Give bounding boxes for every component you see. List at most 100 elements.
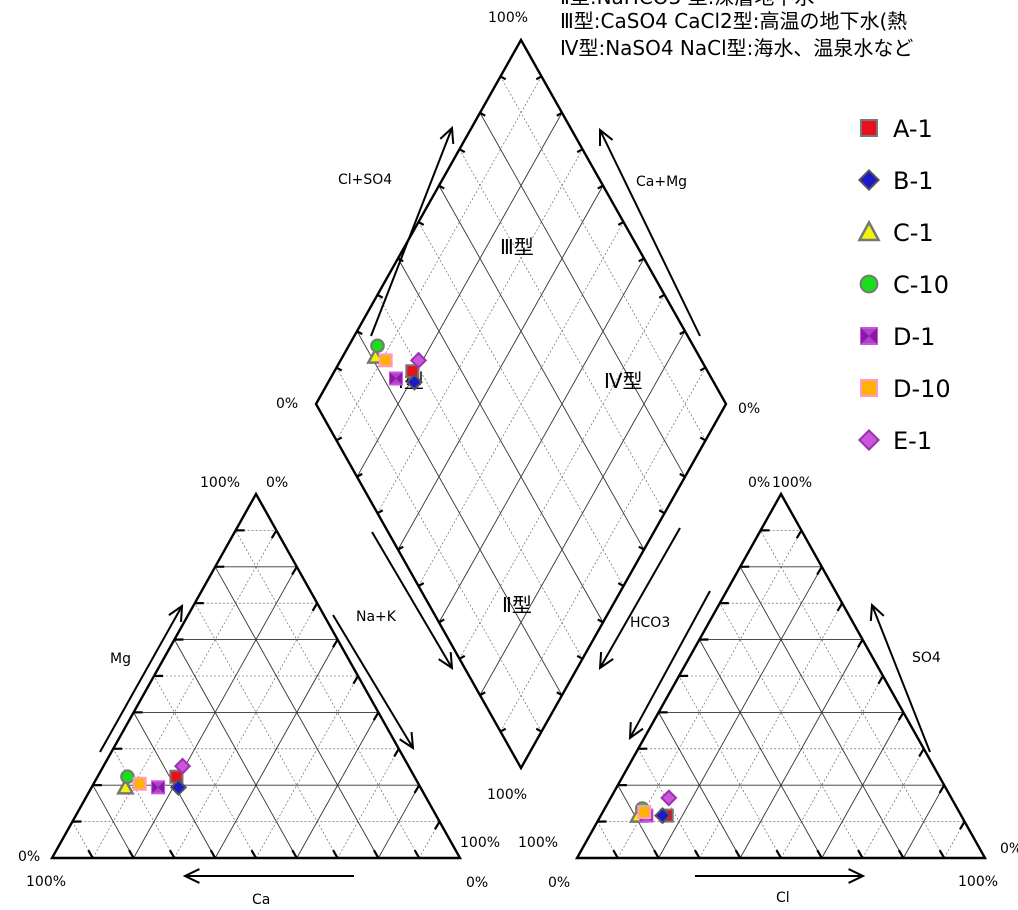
anion-tick	[857, 849, 864, 859]
legend-marker-e-1	[857, 428, 881, 452]
pct-anion-left-100: 100%	[518, 835, 558, 851]
cation-tick	[291, 566, 298, 576]
axis-arrows	[99, 125, 931, 884]
pct-cation-left-100: 100%	[26, 874, 66, 890]
pct-anion-apex-100: 100%	[772, 475, 812, 491]
legend-marker-c-1	[857, 219, 881, 242]
legend-label-d-10: D-10	[893, 375, 951, 403]
cation-tick	[128, 849, 135, 859]
pct-cation-apex-100: 100%	[200, 475, 240, 491]
diamond-grid-line	[418, 221, 624, 587]
cation-tick	[393, 748, 400, 758]
arrow-camg	[599, 129, 701, 337]
diamond-tick	[376, 509, 384, 515]
anion-grid-line	[862, 748, 925, 859]
pct-diamond-bottom: 100%	[487, 787, 527, 803]
legend-marker-c-10	[859, 274, 879, 294]
diamond-tick	[458, 148, 466, 154]
anion-grid-line	[637, 748, 700, 859]
anion-grid-line	[597, 821, 619, 859]
cation-tick	[434, 821, 441, 830]
anion-tick	[938, 784, 946, 794]
anion-grid-line	[658, 712, 741, 859]
cation-grid-line	[255, 675, 359, 859]
cation-tick	[332, 639, 339, 648]
cation-grid-line	[337, 748, 400, 859]
header-line-partial: Ⅱ型:NaHCO3 型:深層地下水	[560, 0, 814, 9]
arrow-camg-head	[598, 127, 614, 147]
arrow-so4	[871, 604, 931, 753]
arrow-diamond-lower-left-head	[438, 651, 454, 670]
arrow-hco3	[629, 590, 711, 739]
diamond-tick	[376, 293, 384, 299]
pct-cation-right-0: 0%	[466, 875, 488, 891]
cation-tick	[209, 849, 217, 859]
diamond-tick	[576, 148, 584, 154]
point-d-1-cation-inner	[158, 781, 165, 794]
anion-grid-line	[780, 675, 884, 859]
legend-label-c-10: C-10	[893, 271, 949, 299]
anion-tick	[918, 748, 925, 758]
anion-grid-line	[719, 603, 863, 859]
data-points	[116, 338, 678, 825]
point-d-10-diamond	[378, 353, 393, 368]
anion-tick	[612, 849, 619, 859]
diamond-tick	[356, 330, 363, 336]
arrow-mg	[99, 605, 183, 753]
axis-label-nak: Na+K	[356, 609, 397, 625]
anion-tick	[938, 849, 946, 859]
legend-label-a-1: A-1	[893, 115, 933, 143]
diamond-grid-line	[459, 149, 665, 514]
cation-grid-line	[418, 821, 440, 859]
zone-label-iii: Ⅲ型	[500, 235, 534, 259]
diamond-outline	[314, 37, 728, 771]
anion-tick	[816, 849, 823, 859]
arrow-clso4	[370, 127, 453, 337]
cation-tick	[413, 849, 421, 859]
point-e-1-cation	[173, 757, 192, 775]
pct-diamond-left: 0%	[276, 396, 298, 412]
legend-marker-d-1-inner	[869, 328, 877, 344]
arrow-mg-head	[168, 603, 184, 623]
diamond-tick	[535, 75, 543, 81]
anion-tick	[816, 566, 823, 576]
arrow-diamond-lower-right-head	[598, 651, 614, 670]
cation-tick	[168, 849, 176, 859]
cation-grid-line	[72, 821, 94, 859]
anion-tick	[653, 849, 660, 859]
diamond-grid-line	[397, 258, 604, 623]
diamond-tick	[699, 366, 707, 372]
anion-tick	[795, 529, 803, 539]
point-c-10-diamond	[370, 338, 385, 354]
diamond-tick	[458, 654, 466, 660]
anion-grid-line	[760, 530, 945, 859]
axis-label-mg: Mg	[110, 651, 131, 667]
legend-marker-d-1-inner	[861, 328, 869, 344]
legend-marker-b-1	[857, 168, 881, 192]
tick-marks	[72, 75, 966, 859]
diamond-tick	[597, 618, 604, 624]
pct-cation-apex-0: 0%	[266, 475, 288, 491]
cation-tick	[332, 849, 339, 859]
diamond-grid-line	[479, 112, 686, 478]
arrow-diamond-lower-left	[371, 531, 453, 669]
cation-grid-line	[174, 603, 318, 859]
point-d-10-anion	[637, 805, 652, 820]
cation-grid-line	[235, 530, 420, 859]
point-e-1-anion	[660, 789, 678, 807]
diamond-tick	[617, 582, 625, 587]
diagram-outlines	[49, 37, 988, 860]
anion-tick	[897, 849, 905, 859]
diamond-tick	[679, 330, 686, 336]
diamond-tick	[417, 221, 425, 226]
anion-tick	[775, 849, 782, 859]
diamond-tick	[356, 472, 363, 478]
point-d-1-diamond-inner	[395, 372, 402, 385]
cation-grid-line	[194, 603, 338, 859]
cation-grid-line	[153, 675, 257, 859]
arrow-nak	[332, 614, 414, 749]
diamond-tick	[499, 727, 507, 733]
cation-grid-line	[112, 748, 175, 859]
pct-anion-apex-0: 0%	[748, 475, 770, 491]
diamond-grid-line	[438, 258, 645, 623]
